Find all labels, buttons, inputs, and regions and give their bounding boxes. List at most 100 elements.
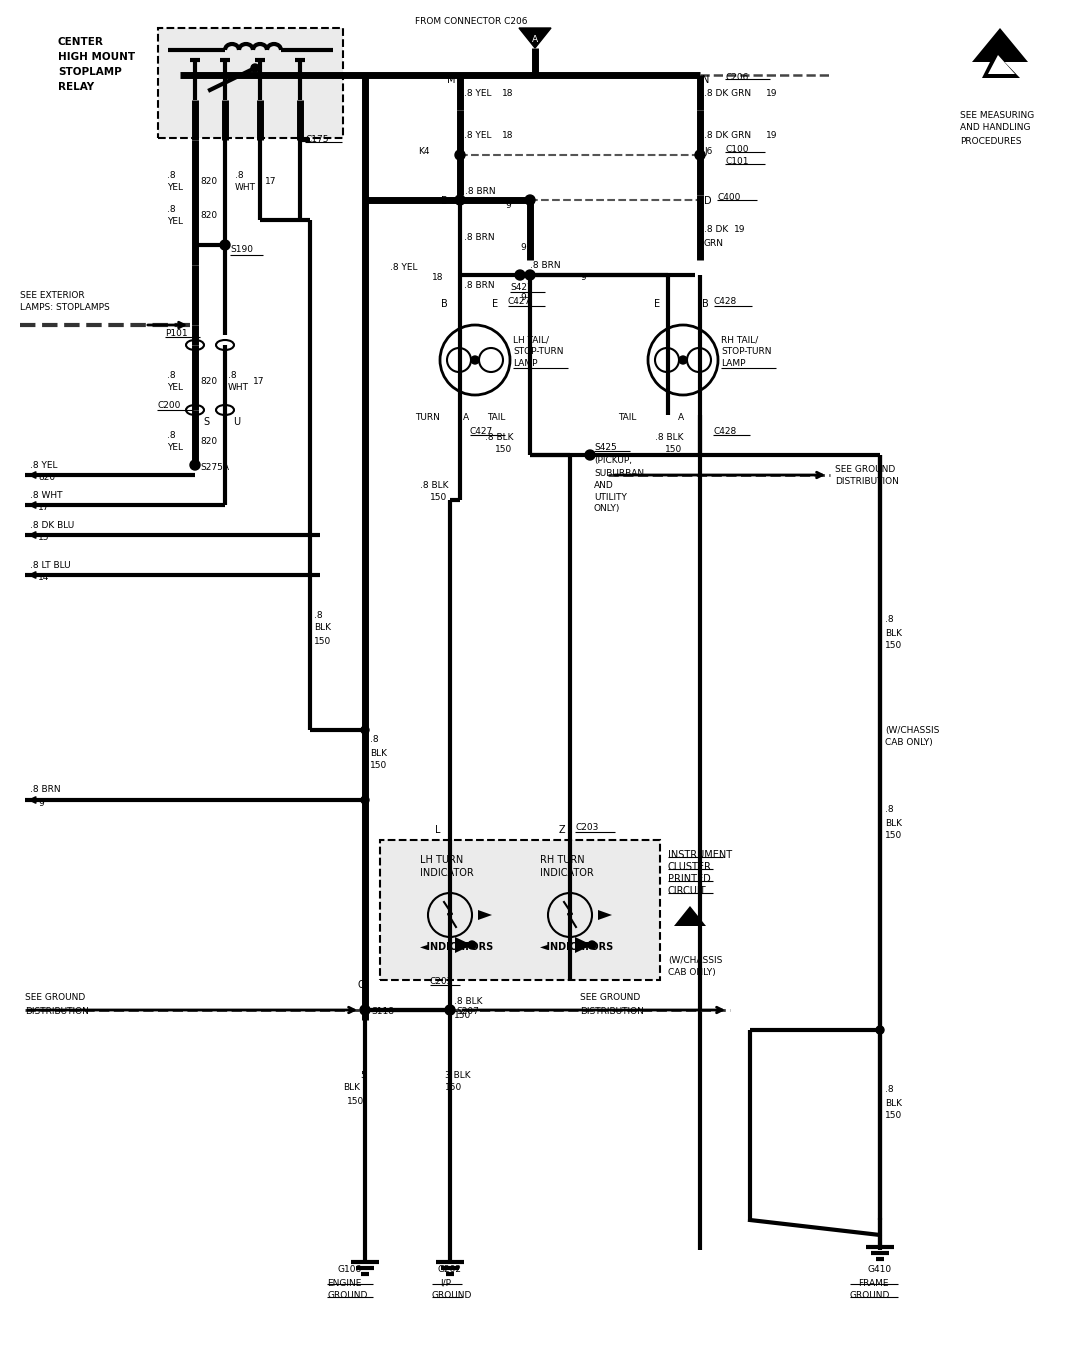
Text: DISTRIBUTION: DISTRIBUTION <box>835 478 899 486</box>
Text: C175: C175 <box>306 136 328 144</box>
Text: LAMP: LAMP <box>721 360 745 368</box>
Text: (W/CHASSIS: (W/CHASSIS <box>668 956 723 964</box>
Polygon shape <box>972 29 1028 62</box>
Text: RH TAIL/: RH TAIL/ <box>721 335 758 345</box>
Text: .8 YEL: .8 YEL <box>464 88 491 98</box>
Text: 150: 150 <box>370 762 387 770</box>
Polygon shape <box>598 910 612 919</box>
Text: 19: 19 <box>766 88 777 98</box>
Text: SEE MEASURING: SEE MEASURING <box>961 110 1034 120</box>
Text: YEL: YEL <box>167 217 183 227</box>
Polygon shape <box>982 52 1019 77</box>
Text: .8: .8 <box>167 430 176 440</box>
Text: 150: 150 <box>430 493 447 502</box>
Text: .8 YEL: .8 YEL <box>464 130 491 140</box>
Text: GROUND: GROUND <box>850 1291 891 1301</box>
Text: DISTRIBUTION: DISTRIBUTION <box>25 1006 89 1016</box>
Text: C427: C427 <box>470 426 493 436</box>
Circle shape <box>190 460 200 470</box>
Circle shape <box>695 149 705 160</box>
Text: A: A <box>463 413 470 422</box>
Text: INDICATOR: INDICATOR <box>540 868 594 879</box>
Text: WHT: WHT <box>235 182 256 191</box>
Text: C428: C428 <box>713 426 736 436</box>
Text: ENGINE: ENGINE <box>327 1278 361 1287</box>
Text: HIGH MOUNT: HIGH MOUNT <box>58 52 135 62</box>
Text: .8: .8 <box>167 171 176 179</box>
Circle shape <box>679 356 687 364</box>
Circle shape <box>525 196 535 205</box>
Text: 18: 18 <box>502 88 513 98</box>
Text: STOP-TURN: STOP-TURN <box>513 348 564 357</box>
Text: 17: 17 <box>253 376 265 386</box>
Text: G202: G202 <box>438 1266 462 1275</box>
Text: .8 BRN: .8 BRN <box>464 234 494 243</box>
Text: .8 DK BLU: .8 DK BLU <box>30 520 74 530</box>
Text: 820: 820 <box>38 474 55 482</box>
Text: YEL: YEL <box>167 182 183 191</box>
Circle shape <box>515 270 525 280</box>
Circle shape <box>360 1005 370 1014</box>
Text: 19: 19 <box>734 225 745 235</box>
Text: TAIL: TAIL <box>487 413 505 422</box>
Text: DISTRIBUTION: DISTRIBUTION <box>580 1006 644 1016</box>
Text: 150: 150 <box>885 641 903 650</box>
Text: .8 LT BLU: .8 LT BLU <box>30 561 71 569</box>
Text: GRN: GRN <box>704 239 724 247</box>
Circle shape <box>525 270 535 280</box>
Text: P101: P101 <box>165 329 188 338</box>
Text: 14: 14 <box>38 573 49 583</box>
Circle shape <box>589 941 596 949</box>
Polygon shape <box>519 29 551 48</box>
Text: .8 BRN: .8 BRN <box>30 785 61 794</box>
Text: .8 YEL: .8 YEL <box>30 460 58 470</box>
Text: .8: .8 <box>314 611 323 619</box>
Text: C200: C200 <box>157 402 180 410</box>
FancyBboxPatch shape <box>379 841 660 980</box>
Text: B: B <box>442 196 448 206</box>
Circle shape <box>251 64 259 72</box>
Text: C203: C203 <box>430 978 453 986</box>
Text: .8 DK GRN: .8 DK GRN <box>704 130 751 140</box>
Text: S275A: S275A <box>200 463 229 471</box>
Text: CENTER: CENTER <box>58 37 104 48</box>
Text: PRINTED: PRINTED <box>668 875 711 884</box>
Text: C400: C400 <box>717 193 741 201</box>
Text: ONLY): ONLY) <box>594 505 621 513</box>
Text: D: D <box>704 196 712 206</box>
Text: .8: .8 <box>167 205 176 215</box>
Text: INSTRUMENT: INSTRUMENT <box>668 850 732 860</box>
Circle shape <box>455 149 465 160</box>
Text: 150: 150 <box>455 1010 472 1020</box>
Circle shape <box>220 240 230 250</box>
Text: .8 BLK: .8 BLK <box>485 432 513 441</box>
Text: E: E <box>492 299 498 310</box>
Text: AND: AND <box>594 481 614 489</box>
Text: C206: C206 <box>725 72 748 81</box>
Text: 9: 9 <box>505 201 510 209</box>
Text: .8: .8 <box>167 371 176 379</box>
Text: S425: S425 <box>594 443 616 451</box>
Text: 150: 150 <box>347 1096 364 1105</box>
Text: LAMPS: STOPLAMPS: LAMPS: STOPLAMPS <box>20 303 109 311</box>
Text: Q: Q <box>357 980 364 990</box>
Text: .8 BRN: .8 BRN <box>465 187 495 197</box>
Text: K4: K4 <box>418 148 430 156</box>
Text: 150: 150 <box>885 831 903 841</box>
Text: SEE GROUND: SEE GROUND <box>835 466 895 474</box>
Circle shape <box>876 1027 884 1033</box>
Text: BLK: BLK <box>314 623 331 633</box>
Text: G106: G106 <box>337 1266 361 1275</box>
Text: S118: S118 <box>371 1008 394 1017</box>
Text: C428: C428 <box>714 297 738 307</box>
Text: SUBURBAN: SUBURBAN <box>594 469 644 478</box>
Text: 150: 150 <box>665 445 682 455</box>
Text: 820: 820 <box>200 212 218 220</box>
Text: LAMP: LAMP <box>513 360 537 368</box>
Text: BLK: BLK <box>343 1084 360 1092</box>
Text: SEE GROUND: SEE GROUND <box>580 994 640 1002</box>
Text: SEE EXTERIOR: SEE EXTERIOR <box>20 291 85 300</box>
Text: RH TURN: RH TURN <box>540 856 584 865</box>
Text: STOP-TURN: STOP-TURN <box>721 348 772 357</box>
Text: J6: J6 <box>704 148 713 156</box>
